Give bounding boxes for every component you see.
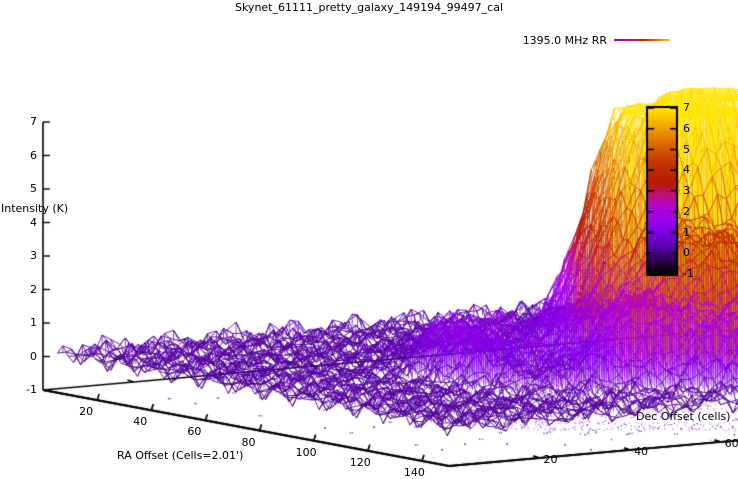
z-tick-5: 5 (30, 182, 37, 195)
colorbar-tick-0: 0 (683, 246, 690, 260)
x-tick-40: 40 (133, 415, 148, 429)
colorbar-tick-5: 5 (683, 142, 690, 156)
x-tick-100: 100 (295, 445, 317, 459)
colorbar-tick-6: 6 (683, 121, 690, 135)
colorbar-tick-7: 7 (683, 101, 690, 114)
y-axis-title: Dec Offset (cells) (636, 410, 731, 423)
legend: 1395.0 MHz RR (430, 32, 670, 48)
z-axis-title: Intensity (K) (1, 202, 69, 215)
z-tick-1: 1 (30, 316, 37, 329)
z-tick-4: 4 (30, 215, 37, 229)
colorbar-tick-4: 4 (683, 163, 690, 177)
x-tick-60: 60 (187, 425, 202, 439)
z-tick-3: 3 (30, 249, 37, 262)
z-tick-6: 6 (30, 148, 37, 162)
z-tick-7: 7 (30, 115, 37, 128)
legend-label: 1395.0 MHz RR (522, 33, 607, 47)
z-tick-2: 2 (30, 282, 37, 296)
colorbar-tick-3: 3 (683, 184, 690, 197)
z-tick-0: 0 (30, 349, 37, 363)
x-tick-120: 120 (349, 455, 371, 469)
x-axis-title: RA Offset (Cells=2.01') (117, 449, 244, 462)
colorbar-tick-2: 2 (683, 204, 690, 218)
z-tick--1: -1 (26, 383, 37, 396)
colorbar-tick-1: 1 (683, 225, 690, 239)
x-tick-20: 20 (79, 405, 94, 419)
gradient-line-swatch (614, 39, 670, 41)
y-tick-40: 40 (634, 445, 649, 458)
colorbar-tick--1: -1 (683, 267, 694, 280)
x-tick-80: 80 (241, 435, 256, 449)
y-tick-20: 20 (543, 453, 558, 466)
page-title: Skynet_61111_pretty_galaxy_149194_99497_… (234, 1, 504, 14)
x-tick-140: 140 (403, 465, 425, 479)
y-tick-60: 60 (724, 437, 738, 450)
